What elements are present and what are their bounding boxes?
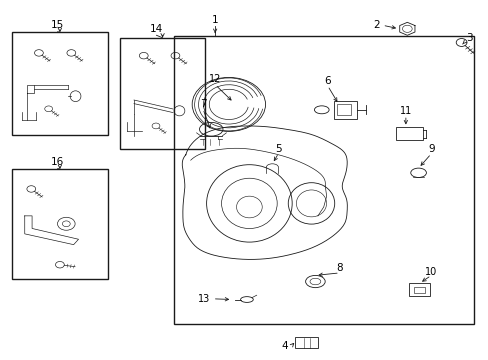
Text: 3: 3 (465, 33, 472, 43)
Bar (12, 169, 107, 279)
Bar (413, 287, 425, 293)
Text: 5: 5 (275, 144, 282, 154)
Bar (408, 283, 429, 296)
Bar (294, 337, 318, 348)
Text: 15: 15 (51, 20, 64, 30)
Bar (12, 32, 107, 135)
Text: 9: 9 (427, 144, 434, 154)
Text: 14: 14 (149, 24, 163, 34)
Bar (120, 38, 205, 149)
Text: 11: 11 (399, 106, 411, 116)
Bar (337, 104, 350, 115)
Text: 1: 1 (211, 15, 218, 25)
Text: 13: 13 (198, 294, 210, 304)
Text: 10: 10 (424, 267, 437, 277)
Text: 6: 6 (324, 76, 330, 86)
Text: 4: 4 (281, 341, 288, 351)
Bar (333, 101, 357, 119)
Text: 7: 7 (199, 99, 206, 109)
Text: 16: 16 (51, 157, 64, 167)
Bar (395, 127, 422, 140)
Text: 2: 2 (372, 20, 379, 30)
Text: 12: 12 (208, 74, 221, 84)
Text: 8: 8 (336, 263, 343, 273)
Bar (173, 36, 473, 324)
